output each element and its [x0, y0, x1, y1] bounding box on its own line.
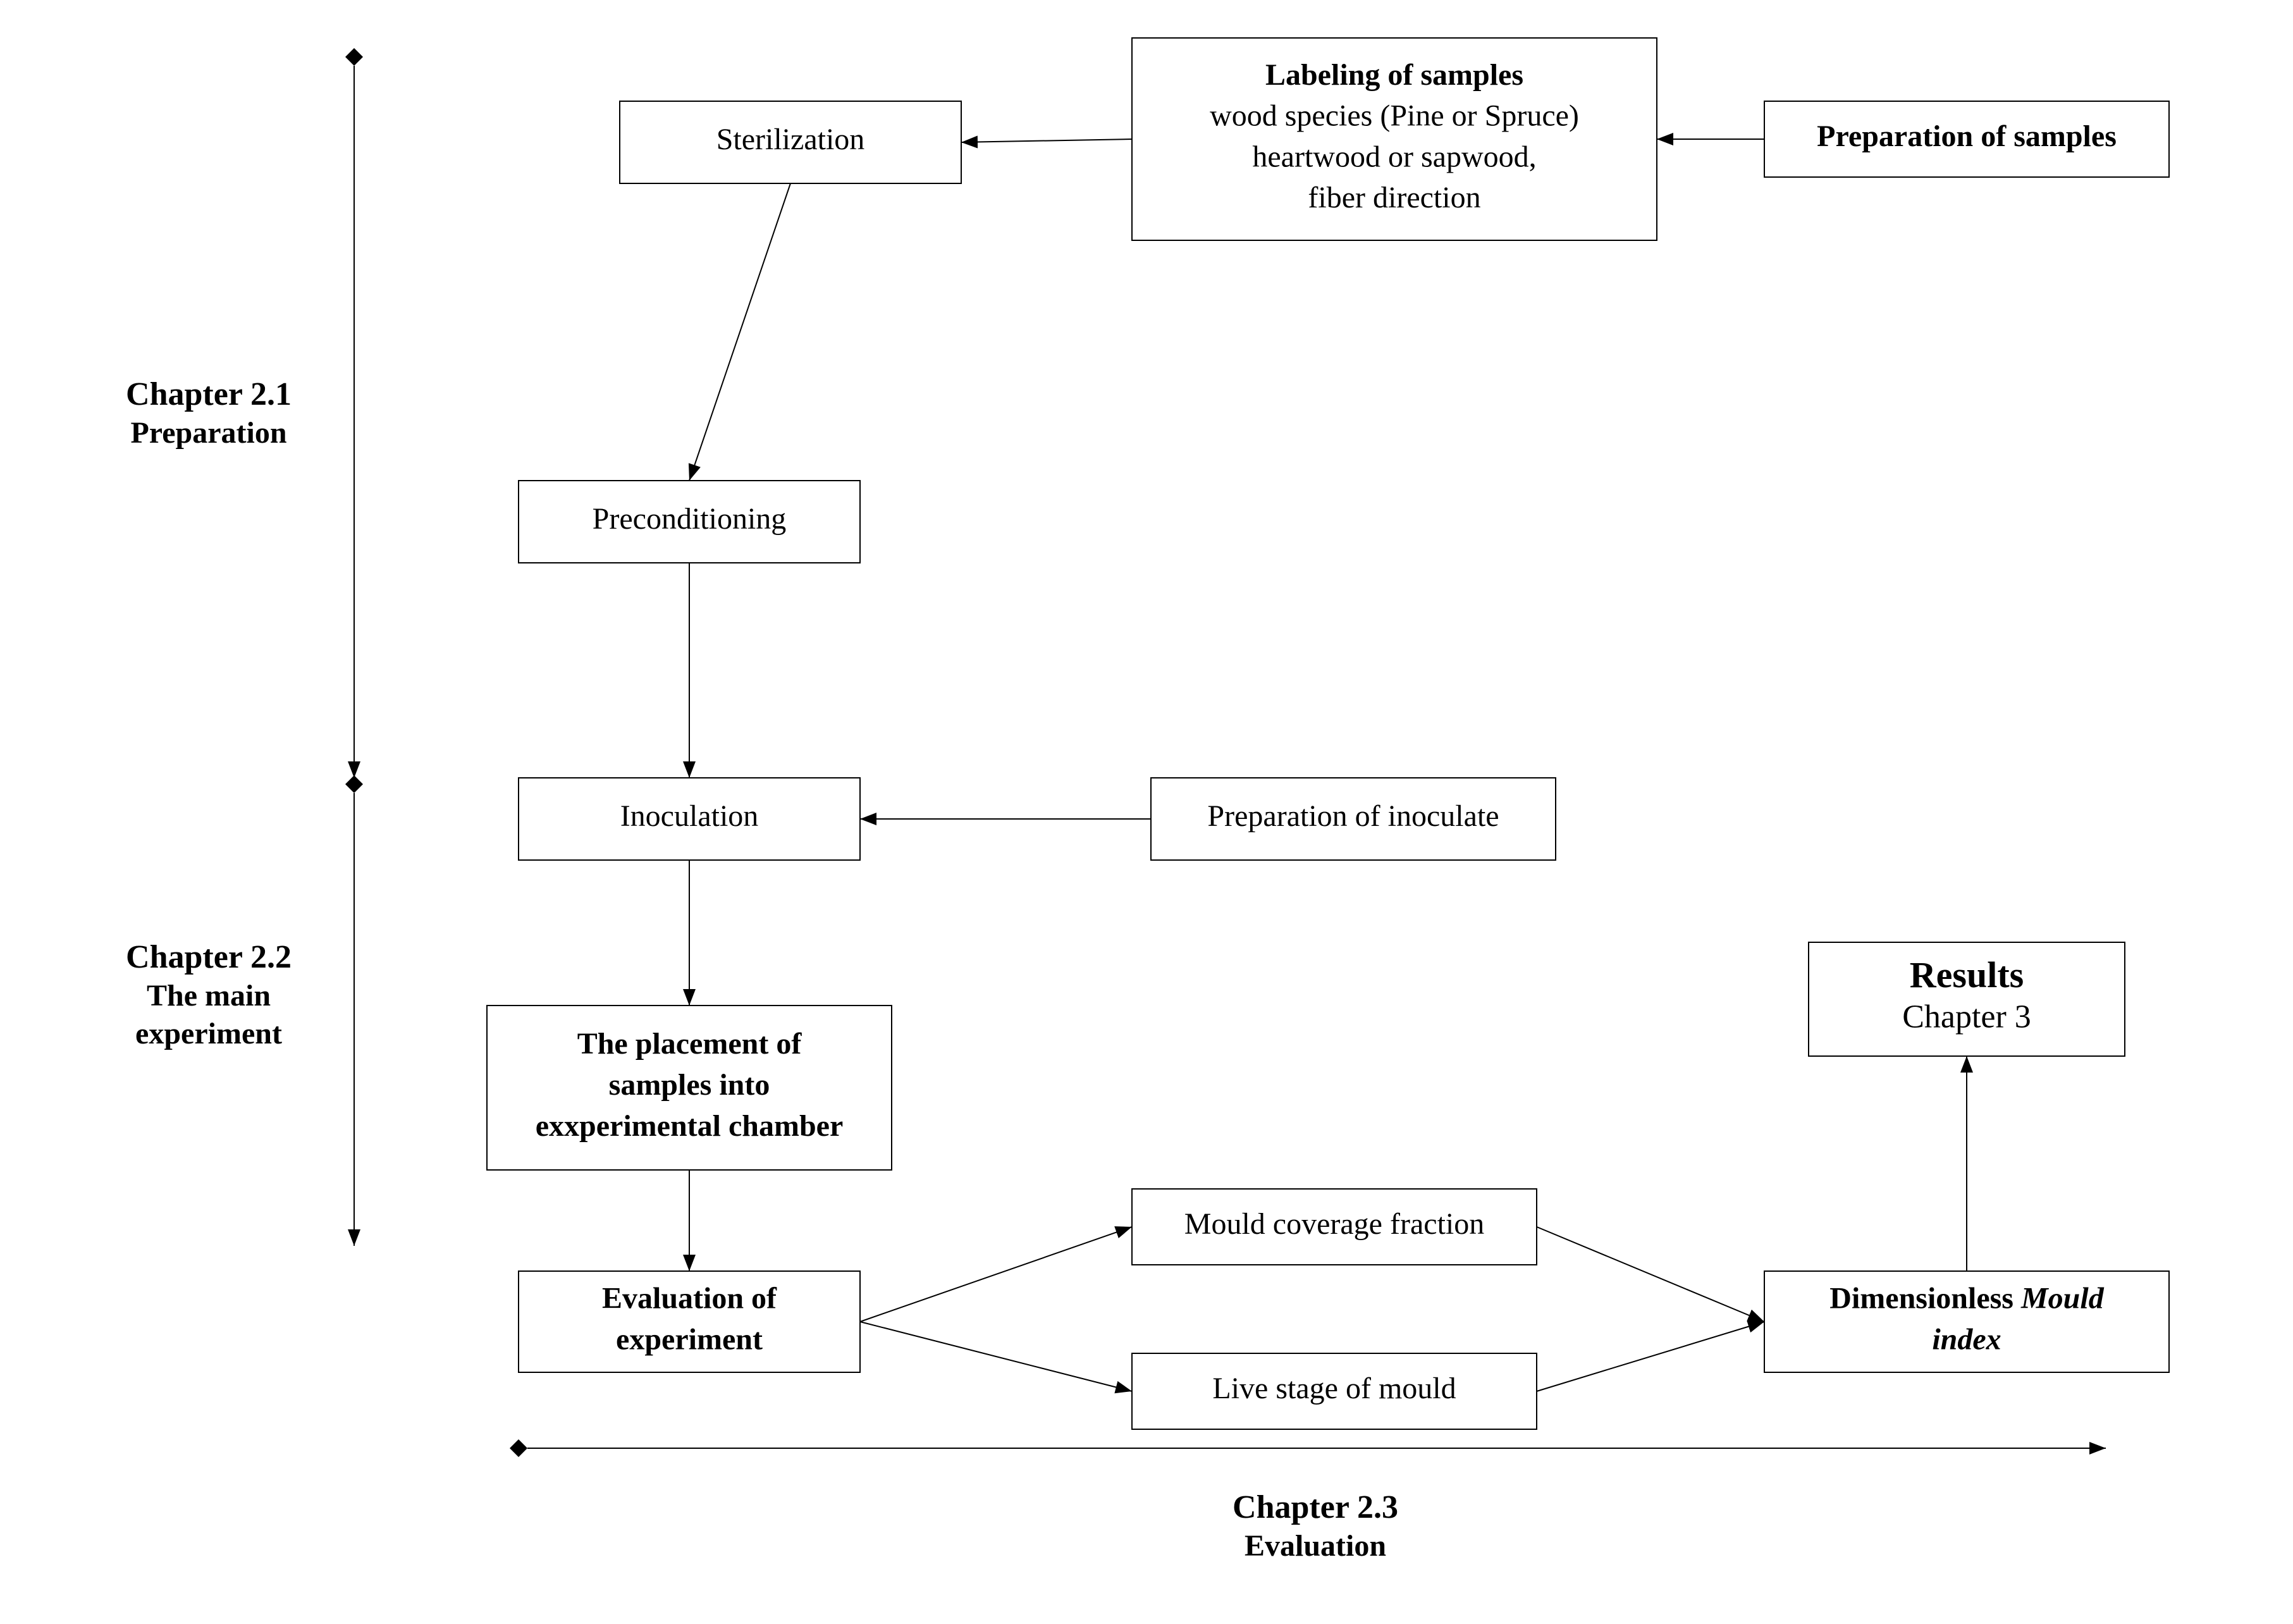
svg-text:The placement of: The placement of: [577, 1027, 802, 1061]
edge-livestage-mouldindex: [1537, 1322, 1764, 1391]
node-evaluation: Evaluation of experiment: [519, 1271, 860, 1372]
svg-text:index: index: [1932, 1322, 2001, 1356]
section-label-ch23: Evaluation: [1245, 1529, 1386, 1563]
svg-text:Live stage of mould: Live stage of mould: [1212, 1372, 1456, 1405]
svg-text:wood species (Pine or Spruce): wood species (Pine or Spruce): [1210, 99, 1579, 133]
node-labeling: Labeling of samples wood species (Pine or…: [1132, 38, 1657, 240]
svg-text:Inoculation: Inoculation: [620, 799, 759, 833]
svg-text:heartwood or sapwood,: heartwood or sapwood,: [1252, 140, 1536, 173]
node-prep_inoc: Preparation of inoculate: [1151, 778, 1556, 860]
node-prep_samples: Preparation of samples: [1764, 101, 2169, 177]
svg-text:Chapter 3: Chapter 3: [1902, 999, 2031, 1035]
edge-sterilization-precond: [689, 183, 790, 481]
svg-text:Preparation of inoculate: Preparation of inoculate: [1207, 799, 1499, 833]
svg-text:Sterilization: Sterilization: [716, 123, 865, 156]
node-placement: The placement of samples into exxperimenta…: [487, 1006, 892, 1170]
section-label-ch22: Chapter 2.2: [126, 939, 292, 975]
svg-text:Results: Results: [1910, 954, 2024, 995]
svg-text:samples into: samples into: [609, 1068, 770, 1102]
edge-evaluation-coverage: [860, 1227, 1132, 1322]
svg-text:Dimensionless Mould: Dimensionless Mould: [1829, 1282, 2104, 1315]
node-livestage: Live stage of mould: [1132, 1353, 1537, 1429]
flowchart-canvas: Preparation of samples Labeling of sample…: [0, 0, 2293, 1624]
svg-text:Mould coverage fraction: Mould coverage fraction: [1184, 1207, 1484, 1241]
node-sterilization: Sterilization: [620, 101, 961, 183]
edge-labeling-sterilization: [961, 139, 1132, 142]
section-label-ch21: Preparation: [130, 416, 286, 450]
svg-text:Evaluation of: Evaluation of: [602, 1282, 777, 1315]
svg-text:experiment: experiment: [616, 1322, 763, 1356]
edge-evaluation-livestage: [860, 1322, 1132, 1391]
section-label-ch23: Chapter 2.3: [1233, 1489, 1398, 1525]
svg-text:Labeling of samples: Labeling of samples: [1265, 58, 1523, 92]
node-mouldindex: Dimensionless Mould index: [1764, 1271, 2169, 1372]
svg-text:fiber direction: fiber direction: [1308, 181, 1480, 214]
node-precond: Preconditioning: [519, 481, 860, 563]
edge-coverage-mouldindex: [1537, 1227, 1764, 1322]
svg-text:exxperimental chamber: exxperimental chamber: [536, 1109, 844, 1143]
section-label-ch22: The main: [147, 979, 271, 1012]
node-inoculation: Inoculation: [519, 778, 860, 860]
svg-text:Preparation of samples: Preparation of samples: [1817, 120, 2117, 153]
node-results: Results Chapter 3: [1809, 942, 2125, 1056]
section-label-ch22: experiment: [135, 1017, 282, 1050]
svg-text:Preconditioning: Preconditioning: [593, 502, 787, 536]
section-label-ch21: Chapter 2.1: [126, 376, 292, 412]
node-coverage: Mould coverage fraction: [1132, 1189, 1537, 1265]
